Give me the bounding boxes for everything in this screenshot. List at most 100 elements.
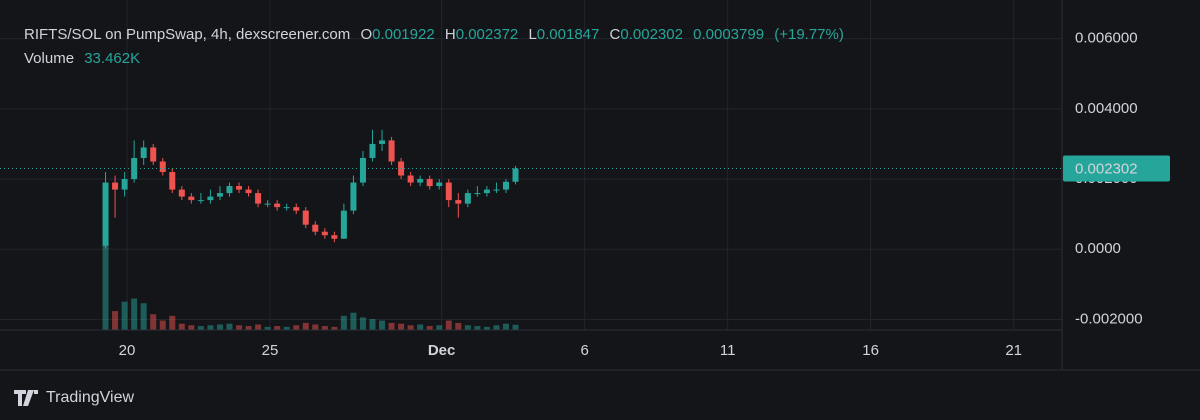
y-tick-label: -0.002000 xyxy=(1075,310,1143,327)
volume-bar xyxy=(483,326,490,330)
volume-bar xyxy=(216,324,223,330)
volume-bar xyxy=(417,324,424,330)
volume-bar xyxy=(197,326,204,330)
candle-body xyxy=(140,147,147,158)
volume-bar xyxy=(112,311,119,330)
candle-body xyxy=(340,210,347,239)
volume-bar xyxy=(140,303,147,330)
y-tick-label: 0.0000 xyxy=(1075,240,1121,257)
symbol: RIFTS/SOL on PumpSwap, 4h, dexscreener.c… xyxy=(24,26,350,43)
candle-body xyxy=(464,193,471,204)
volume-bar xyxy=(150,314,157,330)
header-line: RIFTS/SOL on PumpSwap, 4h, dexscreener.c… xyxy=(24,26,844,43)
candle-body xyxy=(512,168,519,182)
candle-body xyxy=(150,147,157,162)
volume-bar xyxy=(207,325,214,330)
x-tick-label: Dec xyxy=(428,342,456,359)
candle-body xyxy=(436,182,443,187)
candle-body xyxy=(131,157,138,180)
volume-bar xyxy=(274,326,281,330)
volume-bar xyxy=(102,245,109,330)
candle-body xyxy=(379,140,386,144)
candle-layer xyxy=(0,129,1062,249)
candle-body xyxy=(264,203,271,205)
candle-body xyxy=(359,157,366,183)
y-tick-label: 0.006000 xyxy=(1075,30,1138,47)
volume-bar xyxy=(407,325,414,330)
volume-bar xyxy=(512,324,519,330)
candle-body xyxy=(159,161,166,173)
candle-body xyxy=(369,143,376,158)
volume-bar xyxy=(236,325,243,330)
change: 0.0003799 xyxy=(693,26,764,43)
ohlc-value: 0.001922 xyxy=(372,26,435,43)
volume-bar xyxy=(302,322,309,330)
candle-body xyxy=(121,179,128,190)
volume-bar xyxy=(188,325,195,330)
volume-bar xyxy=(159,320,166,330)
volume-bar xyxy=(178,323,185,330)
volume-bar xyxy=(379,320,386,330)
candle-body xyxy=(302,210,309,225)
volume-bar xyxy=(388,322,395,330)
candle-body xyxy=(312,224,319,232)
volume-key: Volume xyxy=(24,50,74,67)
candle-body xyxy=(112,182,119,190)
ohlc-value: 0.002302 xyxy=(620,26,683,43)
candle-body xyxy=(417,179,424,183)
ohlc-value: 0.001847 xyxy=(537,26,600,43)
last-price-label: 0.002302 xyxy=(1075,160,1138,177)
volume-bar xyxy=(369,318,376,330)
candle-body xyxy=(445,182,452,201)
volume-bar xyxy=(436,325,443,330)
candle-body xyxy=(216,193,223,197)
volume-bar xyxy=(264,326,271,330)
x-tick-label: 21 xyxy=(1005,342,1022,359)
volume-bar xyxy=(464,325,471,330)
ohlc-key: H xyxy=(445,26,456,43)
axes: -0.0020000.00000.0020000.0040000.0060002… xyxy=(119,30,1170,359)
ohlc-key: O xyxy=(360,26,372,43)
candle-body xyxy=(188,196,195,201)
volume-bar xyxy=(445,320,452,330)
volume-bar xyxy=(455,322,462,330)
volume-bar xyxy=(474,326,481,330)
y-tick-label: 0.004000 xyxy=(1075,100,1138,117)
volume-header: Volume 33.462K xyxy=(24,50,140,67)
volume-layer xyxy=(102,245,519,330)
volume-bar xyxy=(293,325,300,330)
change-percent: (+19.77%) xyxy=(774,26,844,43)
volume-bar xyxy=(502,323,509,330)
volume-bar xyxy=(426,326,433,330)
volume-bar xyxy=(226,323,233,330)
candle-body xyxy=(102,182,109,246)
header: RIFTS/SOL on PumpSwap, 4h, dexscreener.c… xyxy=(24,26,844,67)
ohlc-key: C xyxy=(610,26,621,43)
volume-bar xyxy=(312,324,319,330)
candle-body xyxy=(293,207,300,211)
candle-body xyxy=(388,140,395,162)
candle-body xyxy=(455,200,462,204)
ohlc-key: L xyxy=(528,26,536,43)
grid xyxy=(0,0,1062,330)
candle-body xyxy=(169,172,176,190)
candle-body xyxy=(245,189,252,194)
volume-bar xyxy=(398,323,405,330)
candle-body xyxy=(197,200,204,202)
candle-body xyxy=(398,161,405,176)
x-tick-label: 11 xyxy=(720,342,736,359)
brand-name: TradingView xyxy=(46,389,134,406)
volume-bar xyxy=(331,326,338,330)
candle-body xyxy=(178,189,185,197)
candle-body xyxy=(207,196,214,201)
volume-value: 33.462K xyxy=(84,50,140,67)
volume-bar xyxy=(359,317,366,330)
candle-body xyxy=(226,186,233,194)
candle-body xyxy=(236,186,243,190)
candle-body xyxy=(331,235,338,239)
brand-logo xyxy=(14,390,38,406)
volume-bar xyxy=(121,301,128,330)
